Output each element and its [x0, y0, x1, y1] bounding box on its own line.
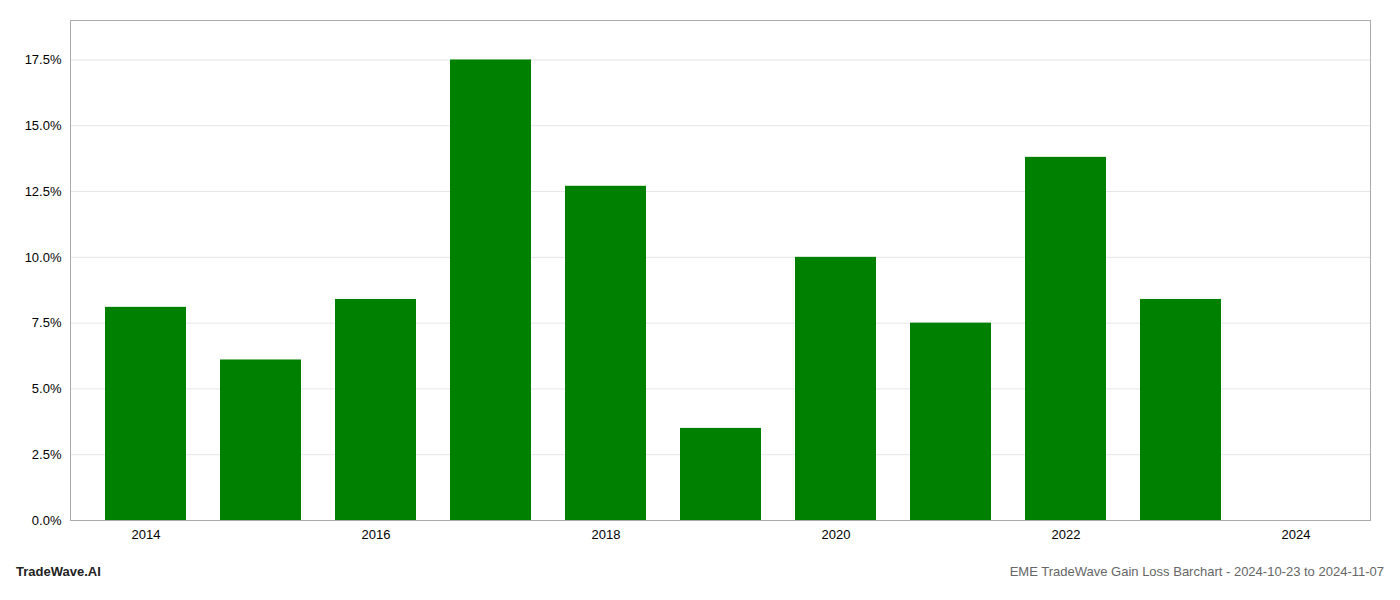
svg-text:15.0%: 15.0% [25, 118, 62, 133]
svg-text:2018: 2018 [592, 527, 621, 542]
svg-text:2022: 2022 [1052, 527, 1081, 542]
svg-text:17.5%: 17.5% [25, 52, 62, 67]
svg-text:5.0%: 5.0% [32, 381, 62, 396]
svg-text:0.0%: 0.0% [32, 513, 62, 528]
html-text:EME TradeWave Gain Loss Barcha: EME TradeWave Gain Loss Barchart - 2024-… [1009, 564, 1384, 579]
svg-text:2.5%: 2.5% [32, 447, 62, 462]
svg-text:7.5%: 7.5% [32, 315, 62, 330]
svg-text:2014: 2014 [132, 527, 161, 542]
svg-text:2016: 2016 [362, 527, 391, 542]
svg-text:2020: 2020 [822, 527, 851, 542]
svg-text:12.5%: 12.5% [25, 184, 62, 199]
svg-text:10.0%: 10.0% [25, 250, 62, 265]
html-text:TradeWave.AI: TradeWave.AI [16, 564, 101, 579]
svg-text:2024: 2024 [1282, 527, 1311, 542]
